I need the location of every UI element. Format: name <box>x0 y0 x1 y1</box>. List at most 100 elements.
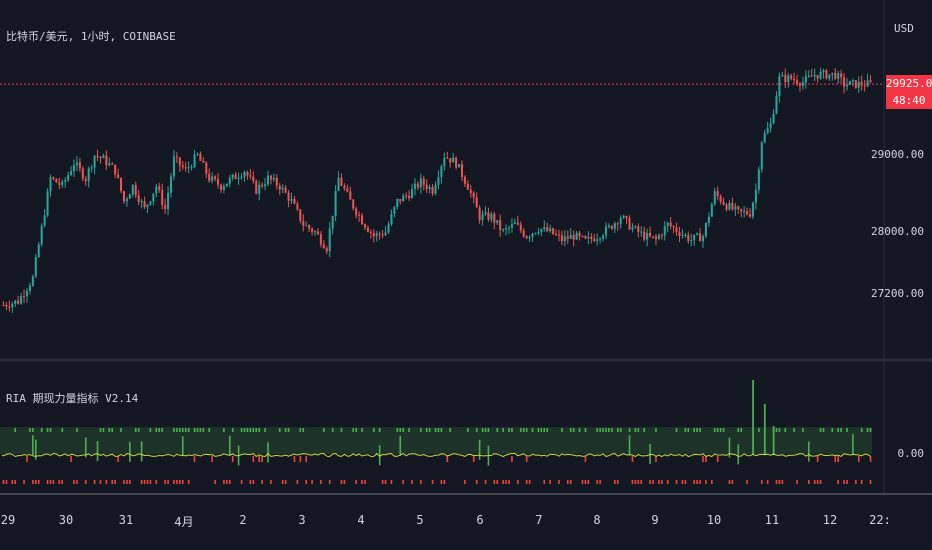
candle <box>455 156 458 170</box>
candle-body <box>793 78 796 81</box>
indicator-bottom-marker <box>746 480 748 484</box>
indicator-bottom-marker <box>684 480 687 484</box>
candle <box>2 301 5 307</box>
candle <box>458 163 461 168</box>
indicator-bottom-marker <box>637 480 640 484</box>
candle <box>716 186 719 200</box>
candle-body <box>822 70 825 73</box>
candle <box>325 246 328 255</box>
indicator-bottom-marker <box>261 480 263 484</box>
candle <box>666 221 669 233</box>
indicator-bottom-marker <box>105 480 108 484</box>
indicator-bottom-marker <box>711 480 713 484</box>
candle-body <box>643 231 646 240</box>
candle-body <box>34 257 37 277</box>
candle-body <box>287 192 290 201</box>
candle-body <box>631 227 634 230</box>
candle <box>478 205 481 224</box>
candle <box>275 174 278 190</box>
candle <box>25 287 29 303</box>
candle-body <box>131 184 134 195</box>
candle <box>264 177 267 191</box>
candle <box>475 192 478 208</box>
indicator-top-marker <box>537 428 540 432</box>
indicator-bottom-marker <box>228 480 231 484</box>
candle <box>284 184 287 194</box>
candle-body <box>537 231 540 234</box>
candle-body <box>607 225 610 227</box>
candle-body <box>458 164 461 168</box>
candle-body <box>246 172 249 176</box>
indicator-column <box>857 456 860 462</box>
candle <box>205 161 208 179</box>
candle <box>340 173 343 187</box>
candle-body <box>487 212 490 220</box>
candle-body <box>660 235 663 237</box>
indicator-bottom-marker <box>5 480 8 484</box>
candle <box>496 220 499 226</box>
indicator-bottom-marker <box>484 480 487 484</box>
indicator-top-marker <box>793 428 795 432</box>
indicator-top-marker <box>355 428 357 432</box>
candle <box>128 193 131 199</box>
candle <box>584 235 587 240</box>
candle-body <box>634 226 637 228</box>
candle <box>343 183 346 191</box>
indicator-top-marker <box>340 428 343 432</box>
candle-body <box>751 202 754 217</box>
candle-body <box>813 74 816 77</box>
candle <box>831 72 834 81</box>
candle-body <box>284 187 287 193</box>
indicator-bottom-marker <box>808 480 810 484</box>
candle <box>296 201 299 212</box>
candle-body <box>475 197 478 208</box>
indicator-bottom-marker <box>37 480 40 484</box>
candle-body <box>196 153 199 155</box>
indicator-bottom-marker <box>728 480 731 484</box>
indicator-pane[interactable] <box>0 380 872 484</box>
indicator-bottom-marker <box>596 480 598 484</box>
candle <box>413 178 416 196</box>
indicator-column <box>193 456 196 462</box>
candle <box>193 150 196 169</box>
currency-label[interactable]: USD <box>894 22 914 35</box>
candle <box>710 202 713 218</box>
candle <box>43 209 46 228</box>
candle-body <box>375 233 378 237</box>
candle-body <box>46 191 49 216</box>
y-tick-label: 28000.00 <box>871 225 924 239</box>
candle-body <box>575 232 578 240</box>
candle <box>490 211 493 223</box>
candle-body <box>331 215 334 229</box>
candle <box>757 166 760 194</box>
candle-body <box>593 238 596 241</box>
candle <box>657 233 660 241</box>
candle-body <box>37 244 40 258</box>
indicator-top-marker <box>467 428 469 432</box>
candle-body <box>222 186 225 190</box>
indicator-bottom-marker <box>146 480 149 484</box>
price-pane[interactable] <box>0 67 884 313</box>
indicator-top-marker <box>373 428 375 432</box>
candle-body <box>272 177 275 180</box>
candle-body <box>466 183 469 190</box>
candle <box>152 193 155 206</box>
candle <box>640 226 643 237</box>
indicator-bottom-marker <box>328 480 331 484</box>
candle-body <box>299 209 302 221</box>
candle-body <box>122 191 126 202</box>
x-tick-label: 5 <box>416 513 424 527</box>
candle <box>237 172 240 185</box>
candle <box>28 282 31 295</box>
candle <box>164 198 167 214</box>
candle-body <box>649 232 652 237</box>
candle-body <box>754 189 757 203</box>
candle-body <box>619 218 622 225</box>
candle-body <box>713 191 716 205</box>
candle <box>222 183 225 194</box>
candle <box>334 185 337 222</box>
candle <box>440 164 443 184</box>
indicator-top-marker <box>561 428 563 432</box>
candle-body <box>149 201 152 205</box>
